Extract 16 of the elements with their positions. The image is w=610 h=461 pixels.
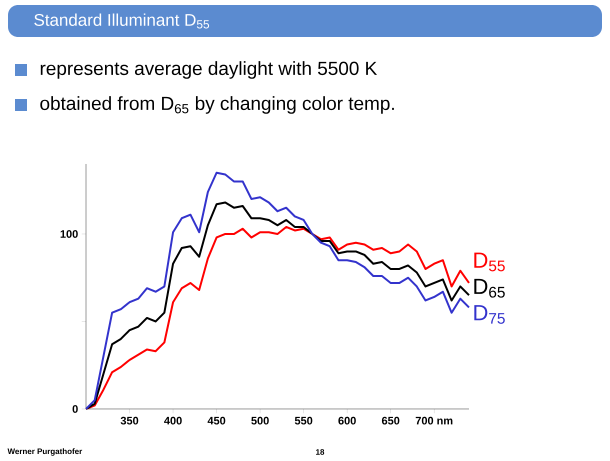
x-tick-label: 650 xyxy=(382,416,400,425)
series-label: D$_{75}$ xyxy=(474,305,505,324)
x-tick-label: 450 xyxy=(208,416,226,425)
x-tick-label: 550 xyxy=(294,416,312,425)
x-tick-label: 500 xyxy=(251,416,269,425)
series-label: D$_{65}$ xyxy=(474,278,505,298)
x-tick-label: 700 nm xyxy=(416,416,452,425)
series-label: D$_{55}$ xyxy=(474,252,505,272)
x-tick-label: 350 xyxy=(120,416,138,425)
text: represents average daylight with 5500 K xyxy=(40,61,378,79)
text: obtained from D$_{65}$ by changing color temp. xyxy=(40,96,394,114)
chart-title: Standard Illuminant D$_{55}$ xyxy=(34,14,210,28)
x-tick-label: 600 xyxy=(338,416,356,425)
y-tick-label: 100 xyxy=(60,230,78,238)
x-tick-label: 400 xyxy=(164,416,182,425)
y-tick-label: 0 xyxy=(72,405,78,413)
